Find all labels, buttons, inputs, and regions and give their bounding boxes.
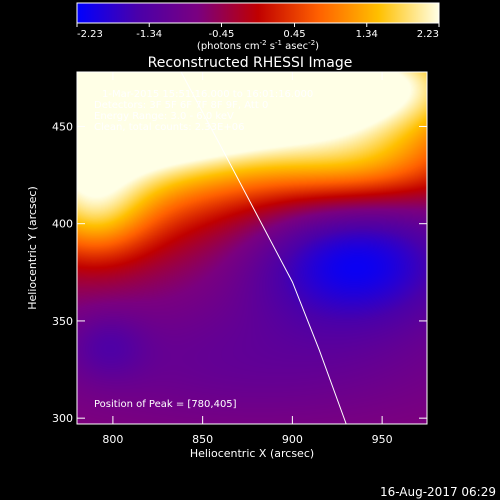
x-axis-label: Heliocentric X (arcsec): [190, 447, 314, 460]
plot-frame: [76, 71, 428, 425]
annotation-total-counts: Clean, total counts: 2.33E+06: [94, 122, 244, 133]
x-tick-label: 850: [192, 433, 213, 446]
y-axis-label: Heliocentric Y (arcsec): [26, 186, 39, 310]
colorbar-tick-label: -1.34: [136, 29, 162, 40]
annotation-energy-range: Energy Range: 3.0 - 6.0 keV: [94, 111, 234, 122]
x-tick-label: 800: [102, 433, 123, 446]
colorbar-tick-label: -2.23: [77, 29, 103, 40]
x-tick-label: 950: [372, 433, 393, 446]
heatmap-image: [77, 72, 427, 424]
y-tick-label: 450: [52, 120, 73, 133]
colorbar-ticks: -2.23 -1.34 -0.45 0.45 1.34 2.23: [76, 23, 440, 40]
plot-area: 800 850 900 950 300 350 400 450: [52, 71, 428, 446]
y-axis-ticks: 300 350 400 450: [52, 120, 427, 425]
annotation-time-range: 1-Mar-2015 15:51:16.000 to 16:01:16.000: [102, 89, 313, 100]
x-tick-label: 900: [282, 433, 303, 446]
y-tick-label: 300: [52, 412, 73, 425]
colorbar-tick-label: 1.34: [356, 29, 378, 40]
y-tick-label: 400: [52, 218, 73, 231]
colorbar-tick-label: -0.45: [209, 29, 235, 40]
annotation-detectors: Detectors: 3F 5F 6F 7F 8F 9F, Att 0: [94, 100, 268, 111]
colorbar-tick-label: 2.23: [417, 29, 439, 40]
colorbar-unit-label: (photons cm-2 s-1 asec-2): [197, 39, 319, 52]
render-timestamp: 16-Aug-2017 06:29: [380, 485, 496, 499]
x-axis-ticks: 800 850 900 950: [102, 72, 393, 446]
y-tick-label: 350: [52, 315, 73, 328]
colorbar-strip: [76, 2, 440, 24]
peak-position-label: Position of Peak = [780,405]: [94, 399, 237, 410]
solar-limb-curve: [180, 72, 347, 424]
colorbar-tick-label: 0.45: [283, 29, 305, 40]
chart-title: Reconstructed RHESSI Image: [148, 55, 353, 71]
annotation-block: 1-Mar-2015 15:51:16.000 to 16:01:16.000 …: [94, 89, 313, 133]
colorbar: -2.23 -1.34 -0.45 0.45 1.34 2.23 (photons cm-…: [76, 2, 440, 52]
